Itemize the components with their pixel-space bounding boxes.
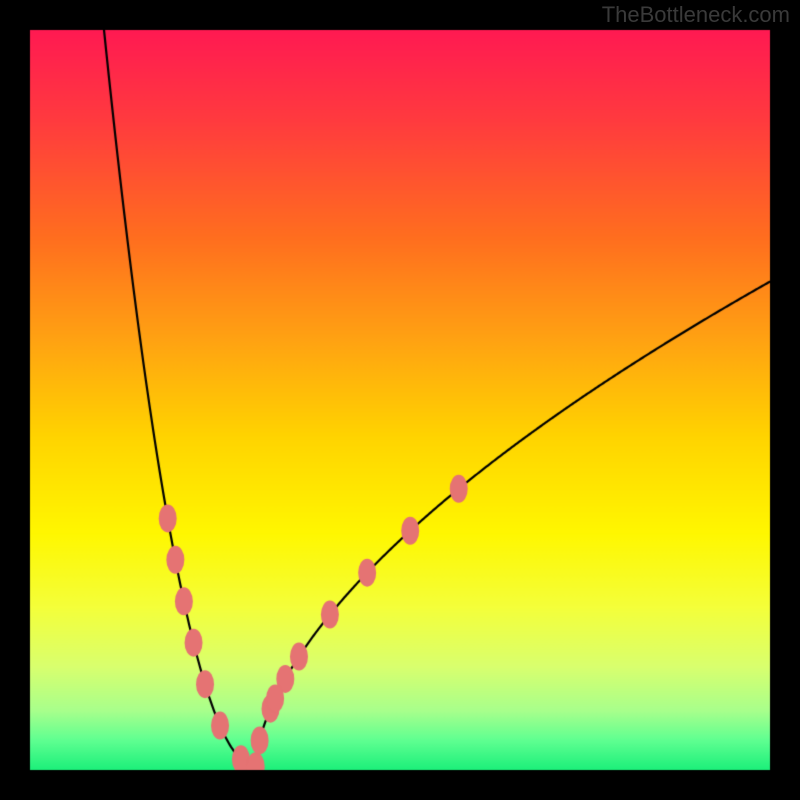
chart-container: TheBottleneck.com bbox=[0, 0, 800, 800]
bottleneck-curve-chart bbox=[0, 0, 800, 800]
watermark-text: TheBottleneck.com bbox=[602, 2, 790, 28]
